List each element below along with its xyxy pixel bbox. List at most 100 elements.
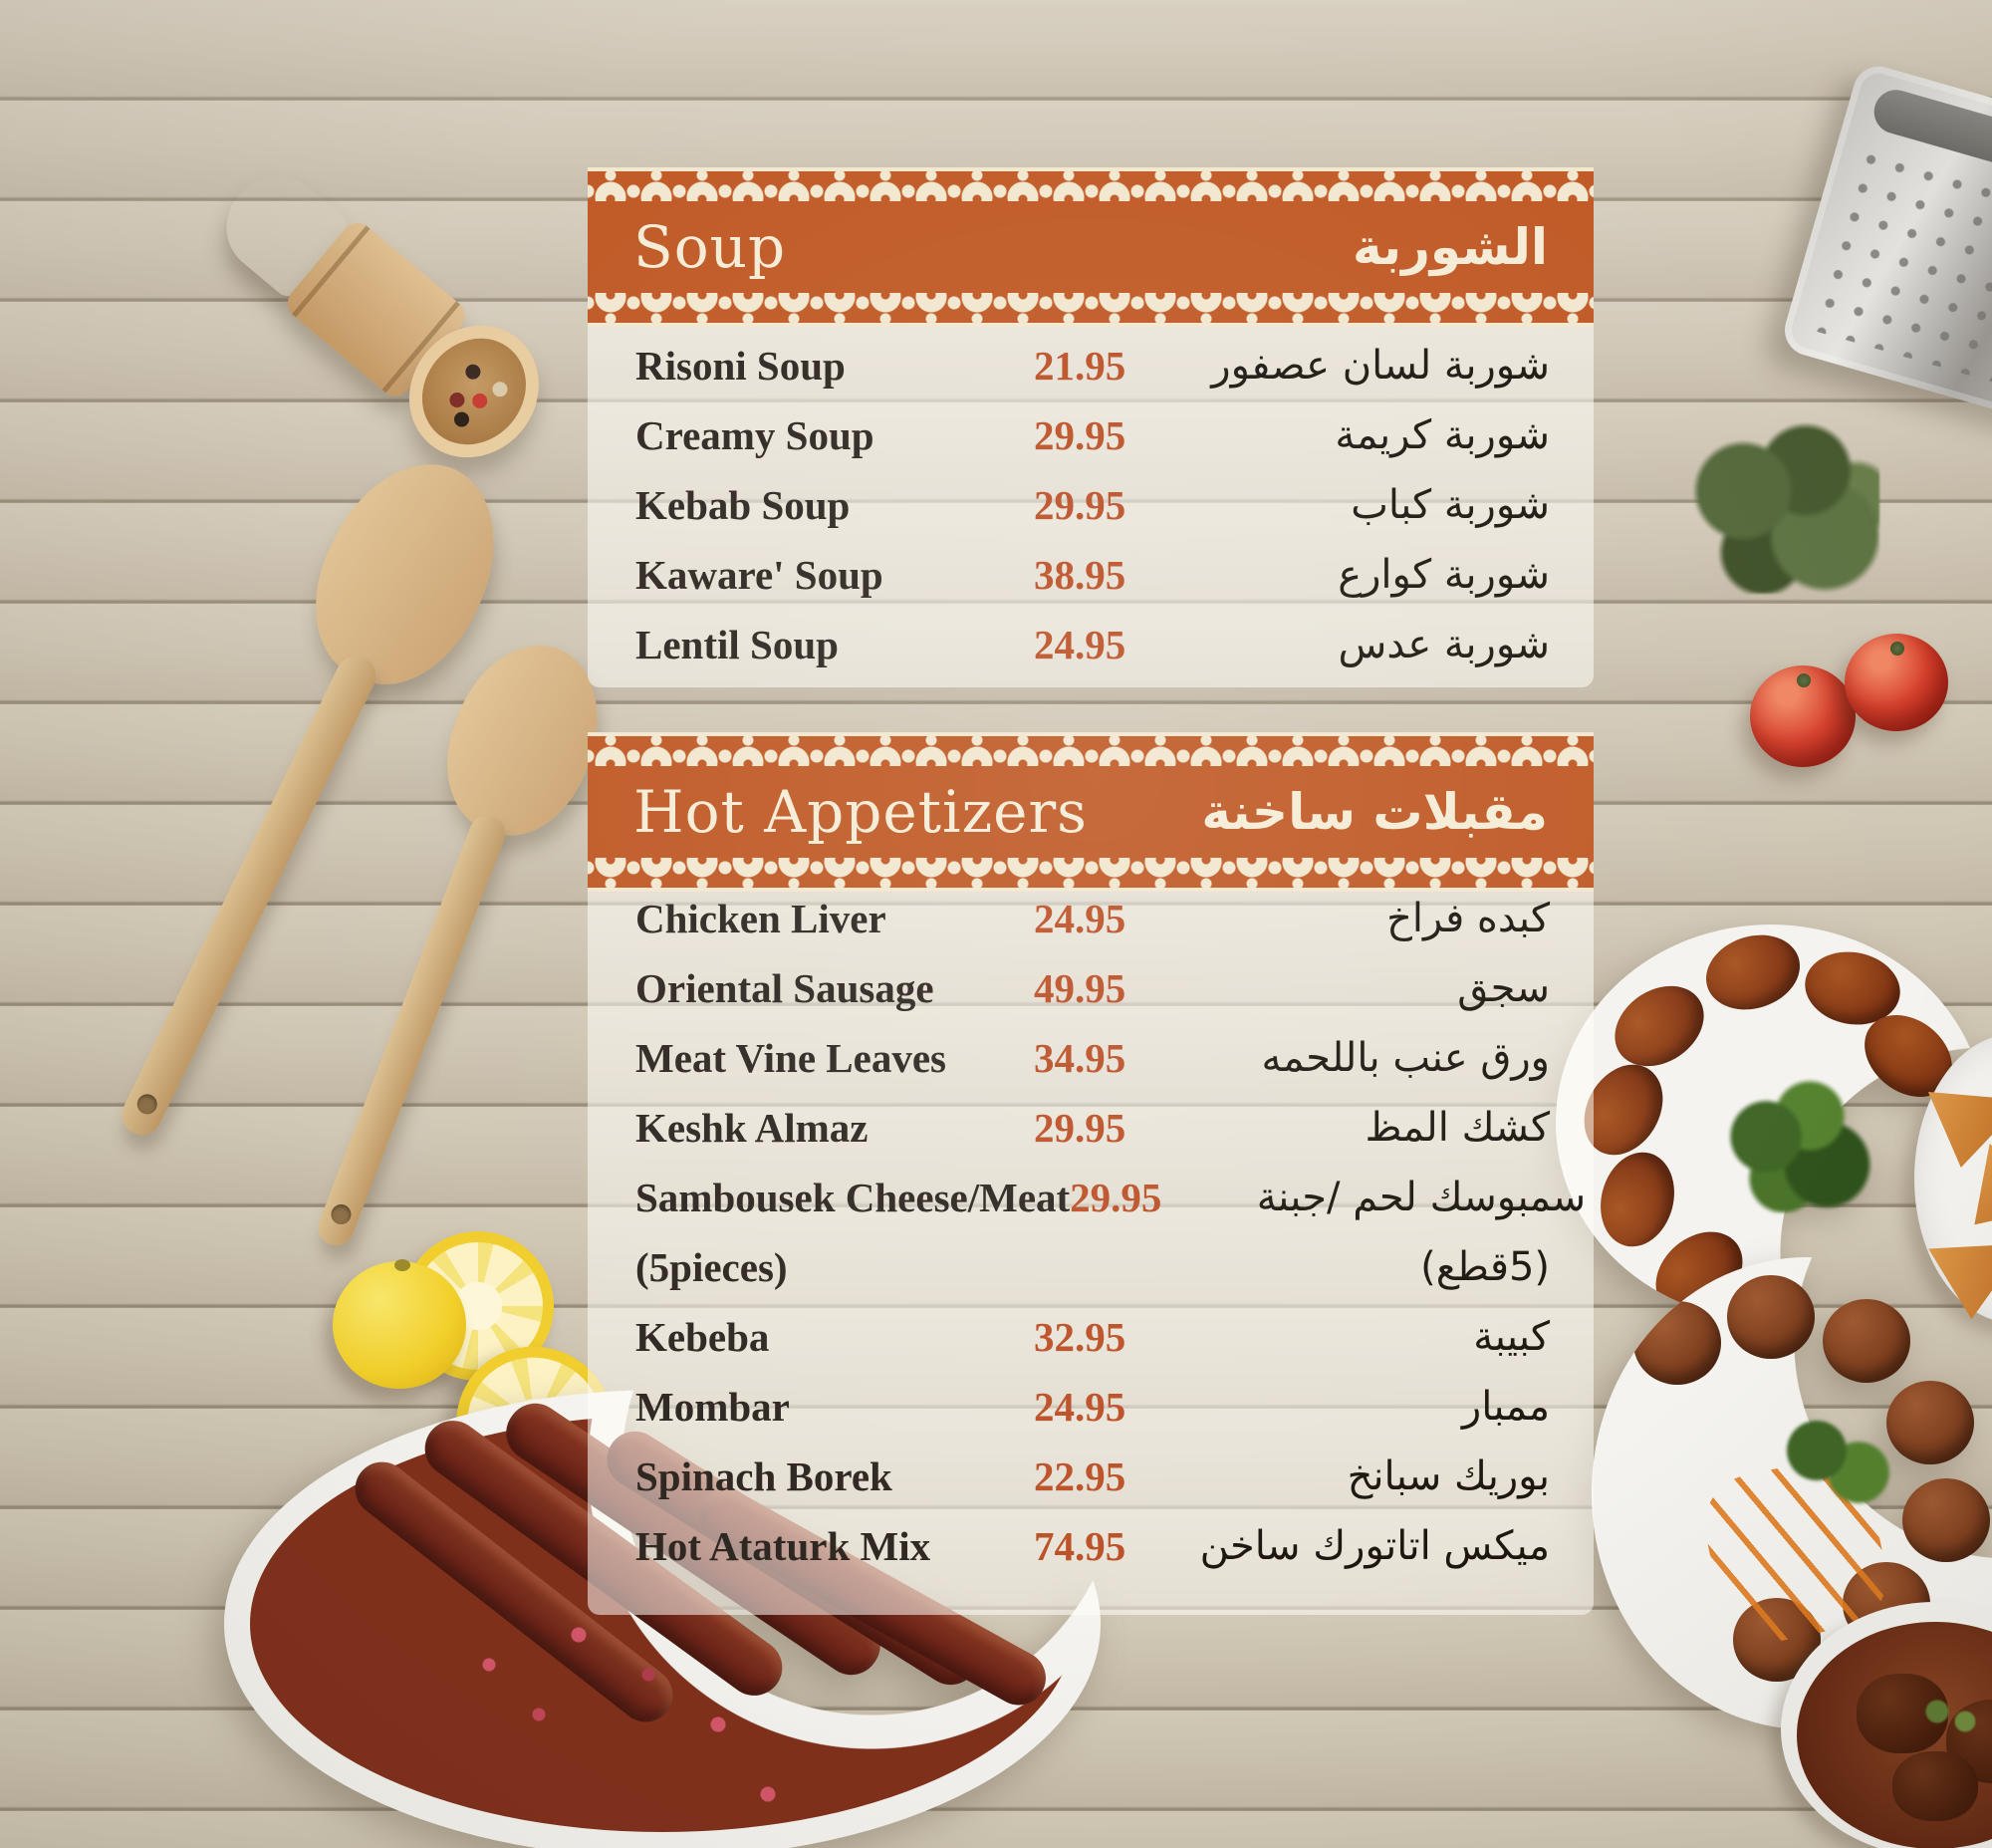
section-title-en: Hot Appetizers: [633, 778, 1088, 846]
menu-item-row: Chicken Liver 24.95 كبده فراخ: [588, 884, 1594, 953]
menu-item-row: Meat Vine Leaves 34.95 ورق عنب باللحمه: [588, 1023, 1594, 1093]
menu-item-row: Spinach Borek 22.95 بوريك سبانخ: [588, 1442, 1594, 1511]
menu-item-row: Mombar 24.95 ممبار: [588, 1372, 1594, 1442]
item-price: 29.95: [1034, 482, 1126, 528]
item-name-ar: سمبوسك لحم /جبنة: [1256, 1175, 1587, 1220]
item-name-en: Lentil Soup: [635, 622, 839, 667]
peppercorn: [489, 379, 511, 400]
item-price: 29.95: [1034, 1105, 1126, 1151]
sambousek: [1925, 1072, 1992, 1171]
section-title-en: Soup: [633, 213, 787, 281]
kibbeh-plate-photo: [1556, 924, 1986, 1321]
item-name-en: Meat Vine Leaves: [635, 1035, 946, 1081]
soup-banner: Soup الشوربة: [588, 167, 1594, 327]
item-name-ar: بوريك سبانخ: [1347, 1453, 1550, 1499]
item-name-ar: ورق عنب باللحمه: [1261, 1035, 1550, 1081]
menu-item-row: Risoni Soup 21.95 شوربة لسان عصفور: [588, 331, 1594, 400]
item-name-en: Hot Ataturk Mix: [635, 1523, 931, 1569]
peppercorn: [450, 408, 473, 430]
kibbeh: [1590, 1144, 1685, 1255]
hot-appetizers-banner: Hot Appetizers مقبلات ساخنة: [588, 732, 1594, 892]
item-price: 38.95: [1034, 552, 1126, 598]
item-price: 49.95: [1034, 965, 1126, 1011]
menu-item-row: Kebab Soup 29.95 شوربة كباب: [588, 470, 1594, 540]
item-price: 34.95: [1034, 1035, 1126, 1081]
menu-item-row: (5pieces) (5قطع): [588, 1232, 1594, 1302]
parsley-garnish: [1761, 1407, 1900, 1516]
section-title-ar: مقبلات ساخنة: [1201, 783, 1548, 841]
herb-sprig-photo: [1685, 422, 1879, 594]
menu-item-row: Lentil Soup 24.95 شوربة عدس: [588, 610, 1594, 679]
item-price: 21.95: [1034, 343, 1126, 389]
item-name-ar: كشك المظ: [1365, 1105, 1550, 1151]
item-name-en: Keshk Almaz: [635, 1105, 869, 1151]
item-name-ar: شوربة كوارع: [1338, 552, 1550, 598]
item-price: 32.95: [1034, 1314, 1126, 1360]
item-price: 29.95: [1034, 412, 1126, 458]
lace-border: [588, 858, 1594, 892]
item-name-ar: شوربة لسان عصفور: [1211, 343, 1550, 389]
item-name-en: Risoni Soup: [635, 343, 846, 389]
lace-border: [588, 732, 1594, 766]
lace-border: [588, 293, 1594, 327]
item-name-ar: شوربة كباب: [1351, 482, 1550, 528]
lace-border: [588, 167, 1594, 201]
item-name-ar: سجق: [1457, 965, 1550, 1011]
item-name-en: Oriental Sausage: [635, 965, 934, 1011]
item-name-en: Kebeba: [635, 1314, 770, 1360]
item-name-ar: كبيبة: [1473, 1314, 1550, 1360]
item-price: 24.95: [1034, 1384, 1126, 1430]
lemon-photo: [333, 1259, 466, 1389]
hot-appetizers-banner-body: Hot Appetizers مقبلات ساخنة: [588, 766, 1594, 858]
item-name-en: Mombar: [635, 1384, 790, 1430]
item-name-ar: كبده فراخ: [1386, 896, 1550, 941]
item-name-ar: ميكس اتاتورك ساخن: [1199, 1523, 1550, 1569]
item-price: 24.95: [1034, 896, 1126, 941]
menu-item-row: Creamy Soup 29.95 شوربة كريمة: [588, 400, 1594, 470]
menu-item-row: Keshk Almaz 29.95 كشك المظ: [588, 1093, 1594, 1163]
tomato-photo: [1750, 665, 1856, 767]
meatball: [1727, 1275, 1815, 1359]
meat-piece: [1892, 1751, 1978, 1821]
item-name-ar: ممبار: [1461, 1384, 1550, 1430]
menu-item-row: Oriental Sausage 49.95 سجق: [588, 953, 1594, 1023]
peppercorn: [469, 390, 491, 411]
item-price: 29.95: [1070, 1175, 1162, 1220]
item-name-ar: شوربة عدس: [1338, 622, 1550, 667]
herb-garnish: [1916, 1692, 1986, 1741]
menu-item-row: Kaware' Soup 38.95 شوربة كوارع: [588, 540, 1594, 610]
kibbeh: [1600, 969, 1719, 1083]
section-title-ar: الشوربة: [1352, 218, 1548, 276]
item-name-en: Chicken Liver: [635, 896, 886, 941]
item-price: 24.95: [1034, 622, 1126, 667]
item-name-en: Spinach Borek: [635, 1453, 892, 1499]
stew-sauce: [1797, 1622, 1992, 1848]
item-name-en: Kebab Soup: [635, 482, 851, 528]
item-name-en: Sambousek Cheese/Meat: [635, 1175, 1071, 1220]
hot-appetizers-section: Hot Appetizers مقبلات ساخنة Chicken Live…: [588, 732, 1594, 1615]
menu-item-row: Kebeba 32.95 كبيبة: [588, 1302, 1594, 1372]
item-name-ar: (5قطع): [1420, 1244, 1550, 1290]
item-name-ar: شوربة كريمة: [1335, 412, 1550, 458]
item-name-en: (5pieces): [635, 1244, 788, 1290]
meatball: [1886, 1381, 1974, 1464]
item-price: 74.95: [1034, 1523, 1126, 1569]
peppercorn: [462, 361, 484, 383]
peppercorn: [446, 389, 468, 411]
hot-appetizers-item-list: Chicken Liver 24.95 كبده فراخ Oriental Saus…: [588, 884, 1594, 1581]
meatball: [1823, 1299, 1910, 1383]
item-name-en: Creamy Soup: [635, 412, 874, 458]
soup-banner-body: Soup الشوربة: [588, 201, 1594, 293]
tomato-photo: [1845, 634, 1948, 731]
soup-item-list: Risoni Soup 21.95 شوربة لسان عصفور Creamy S…: [588, 331, 1594, 679]
item-price: 22.95: [1034, 1453, 1126, 1499]
meatball: [1633, 1301, 1721, 1385]
menu-item-row: Sambousek Cheese/Meat 29.95 سمبوسك لحم /جب…: [588, 1163, 1594, 1232]
item-name-en: Kaware' Soup: [635, 552, 883, 598]
parsley-garnish: [1705, 1074, 1879, 1213]
kibbeh: [1696, 924, 1810, 1022]
soup-section: Soup الشوربة Risoni Soup 21.95 شوربة لسان …: [588, 167, 1594, 687]
menu-item-row: Hot Ataturk Mix 74.95 ميكس اتاتورك ساخن: [588, 1511, 1594, 1581]
meatball: [1902, 1478, 1990, 1562]
